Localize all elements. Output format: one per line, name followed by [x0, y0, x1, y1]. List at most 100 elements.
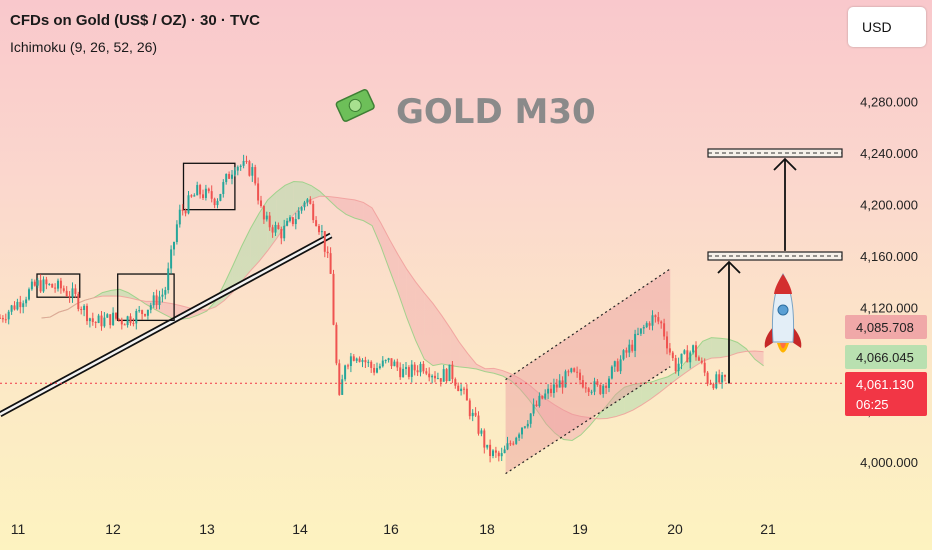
- x-tick-label: 20: [667, 521, 683, 537]
- candle-body: [106, 314, 109, 318]
- candle-body: [167, 268, 170, 291]
- candle-body: [13, 305, 16, 310]
- currency-button[interactable]: USD: [848, 7, 926, 47]
- candle-body: [506, 443, 509, 450]
- price-tags: 4,085.708 4,066.045 4,061.130 06:25: [845, 315, 927, 416]
- candle-body: [628, 344, 631, 353]
- candle-body: [561, 380, 564, 388]
- candle-body: [268, 215, 271, 228]
- watermark-text: GOLD M30: [396, 92, 596, 132]
- candle-body: [442, 369, 445, 382]
- candle-body: [637, 333, 639, 335]
- candle-body: [706, 372, 709, 384]
- y-tick-label: 4,000.000: [860, 455, 918, 470]
- candle-body: [378, 366, 381, 369]
- arrow-to-second-target-head: [773, 157, 797, 171]
- candle-body: [132, 323, 135, 325]
- cloud-segment: [641, 382, 651, 405]
- candle-body: [367, 361, 370, 363]
- candle-body: [407, 367, 410, 377]
- consolidation-box: [117, 273, 175, 322]
- candle-body: [115, 312, 117, 319]
- candle-body: [236, 166, 239, 171]
- candle-body: [100, 315, 103, 327]
- cloud-segment: [737, 342, 747, 354]
- y-tick-label: 4,120.000: [860, 301, 918, 316]
- cloud-segment: [337, 197, 346, 215]
- cloud-segment: [424, 292, 433, 366]
- candle-body: [689, 352, 692, 363]
- cloud-segment: [467, 353, 477, 370]
- candle-body: [300, 207, 303, 211]
- candle-body: [393, 361, 396, 367]
- candle-body: [538, 395, 541, 406]
- candle-body: [0, 317, 1, 319]
- cloud-segment: [598, 405, 607, 419]
- candle-body: [265, 215, 268, 220]
- candle-body: [59, 280, 62, 289]
- cloud-segment: [415, 281, 425, 360]
- rocket-fin-right: [792, 326, 802, 348]
- candle-body: [358, 358, 361, 362]
- bar-countdown: 06:25: [856, 397, 889, 412]
- candle-body: [196, 185, 199, 196]
- candle-body: [526, 423, 529, 427]
- candle-body: [683, 350, 686, 354]
- candle-body: [500, 453, 503, 457]
- candle-body: [144, 314, 146, 316]
- candle-body: [399, 367, 402, 378]
- candle-body: [413, 364, 416, 371]
- candle-body: [532, 404, 535, 414]
- candle-body: [303, 202, 306, 208]
- candle-body: [202, 194, 204, 198]
- cloud-segment: [163, 302, 172, 319]
- candle-body: [494, 450, 497, 453]
- candle-body: [544, 393, 547, 399]
- candle-body: [492, 450, 494, 456]
- cloud-segment: [232, 246, 242, 293]
- candle-body: [94, 321, 97, 323]
- candle-body: [364, 360, 367, 363]
- candle-body: [332, 273, 335, 325]
- candle-body: [190, 195, 193, 197]
- candle-body: [552, 384, 555, 394]
- candle-body: [468, 400, 471, 417]
- candle-body: [724, 375, 726, 377]
- candle-body: [674, 358, 677, 372]
- candle-body: [547, 388, 550, 394]
- candle-body: [219, 194, 222, 201]
- cloud-segment: [372, 207, 381, 247]
- candle-body: [445, 369, 448, 382]
- candle-body: [422, 363, 425, 372]
- candle-body: [83, 305, 86, 311]
- candle-body: [489, 444, 492, 456]
- cloud-segment: [702, 337, 712, 362]
- cloud-segment: [389, 239, 399, 293]
- candle-body: [103, 317, 106, 327]
- candle-body: [558, 380, 561, 388]
- candle-body: [318, 226, 320, 233]
- cloud-segment: [459, 341, 468, 368]
- candle-body: [439, 378, 442, 382]
- candle-body: [120, 319, 123, 325]
- candle-body: [68, 296, 71, 298]
- candle-body: [155, 295, 158, 306]
- candle-body: [175, 224, 178, 243]
- indicator-legend[interactable]: Ichimoku (9, 26, 52, 26): [10, 39, 158, 55]
- candle-body: [97, 315, 100, 323]
- cloud-segment: [250, 213, 259, 272]
- candle-body: [651, 315, 654, 326]
- candle-body: [535, 404, 538, 406]
- candle-body: [320, 231, 323, 233]
- candle-body: [109, 314, 112, 326]
- candle-body: [642, 327, 645, 329]
- candle-body: [141, 310, 144, 315]
- candle-body: [57, 280, 59, 289]
- candle-body: [521, 427, 523, 435]
- candle-body: [570, 368, 573, 372]
- y-tick-label: 4,160.000: [860, 249, 918, 264]
- candle-body: [497, 452, 500, 457]
- candle-body: [239, 165, 242, 167]
- cloud-segment: [624, 384, 634, 414]
